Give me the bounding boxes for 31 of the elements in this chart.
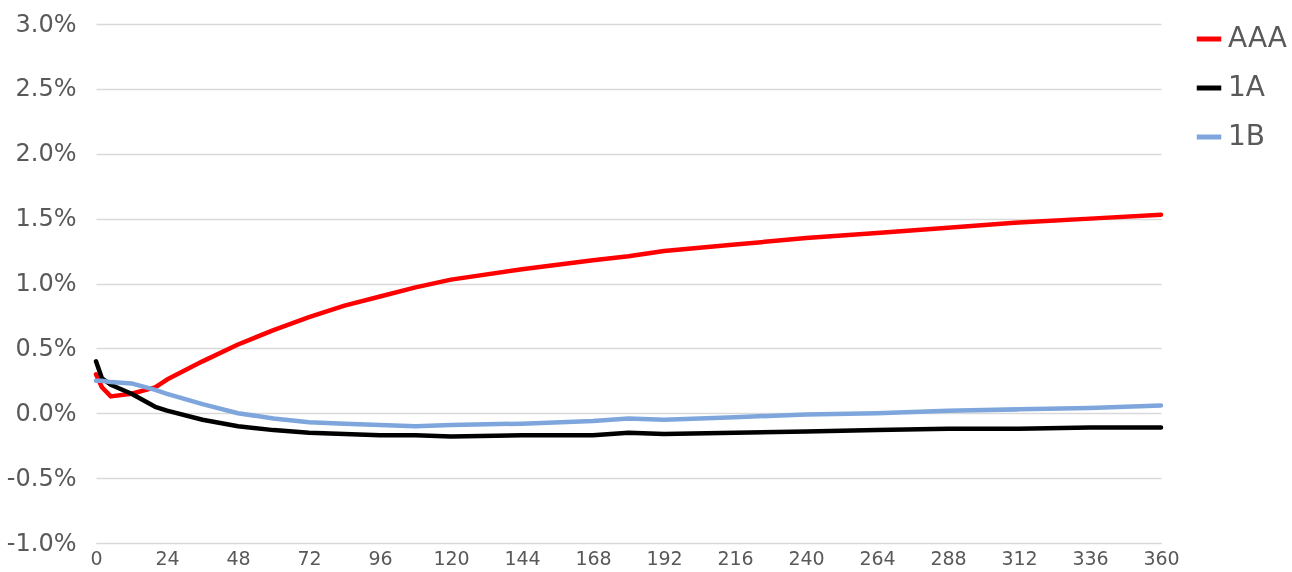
y-tick-label: 2.0% — [15, 139, 77, 168]
x-tick-label: 48 — [226, 546, 251, 569]
line-series — [93, 359, 1164, 439]
x-tick-label: 312 — [1001, 546, 1038, 569]
y-tick-label: -0.5% — [6, 463, 77, 492]
y-tick-label: 2.5% — [15, 74, 77, 103]
x-tick-label: 96 — [368, 546, 393, 569]
x-tick-label: 72 — [297, 546, 322, 569]
legend-label: AAA — [1228, 21, 1288, 54]
x-tick-label: 264 — [859, 546, 896, 569]
x-tick-label: 144 — [504, 546, 541, 569]
legend-label: 1B — [1228, 119, 1266, 152]
line-series — [93, 212, 1164, 399]
y-tick-label: 1.0% — [15, 269, 77, 297]
line-series — [93, 378, 1164, 429]
y-tick-label: 0.5% — [15, 333, 77, 362]
x-tick-label: 168 — [575, 546, 612, 569]
y-tick-label: 3.0% — [15, 9, 77, 38]
x-tick-label: 216 — [717, 546, 754, 569]
y-tick-label: 1.5% — [15, 204, 77, 233]
y-tick-label: -1.0% — [6, 528, 77, 557]
x-tick-label: 336 — [1072, 546, 1109, 569]
y-tick-label: 0.0% — [15, 398, 77, 427]
legend-label: 1A — [1228, 70, 1265, 103]
x-tick-label: 240 — [788, 546, 825, 569]
x-tick-label: 360 — [1143, 546, 1180, 569]
x-tick-label: 0 — [90, 546, 103, 569]
x-tick-label: 288 — [930, 546, 967, 569]
x-tick-label: 120 — [433, 546, 470, 569]
x-tick-label: 24 — [155, 546, 180, 569]
x-tick-label: 192 — [646, 546, 683, 569]
